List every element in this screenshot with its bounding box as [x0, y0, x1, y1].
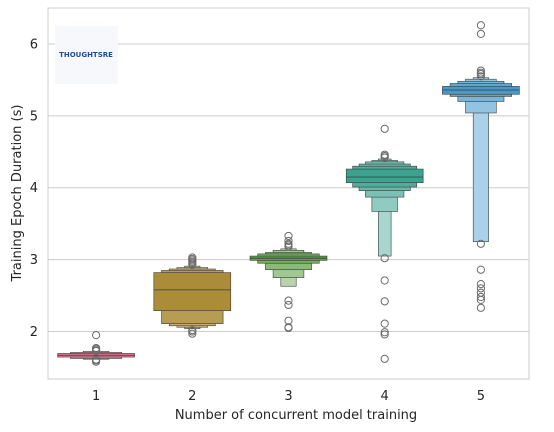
- outlier-groups: [92, 21, 485, 366]
- outlier-point: [476, 303, 485, 312]
- outliers-2: [188, 253, 197, 338]
- y-tick-label: 6: [30, 37, 38, 52]
- outlier-point: [476, 288, 485, 297]
- outlier-point: [476, 72, 485, 81]
- y-tick-label: 2: [30, 325, 38, 340]
- boxen-group-4: [345, 158, 424, 257]
- x-tick-label: 3: [284, 389, 292, 404]
- x-tick-label: 5: [477, 389, 485, 404]
- y-tick-label: 3: [30, 253, 38, 268]
- boxen-group-5: [442, 77, 520, 242]
- outlier-point: [476, 239, 485, 248]
- outlier-point: [380, 328, 389, 337]
- outlier-point: [476, 279, 485, 289]
- x-tick-label: 2: [188, 389, 196, 404]
- outlier-point: [284, 231, 293, 241]
- outlier-point: [476, 21, 485, 30]
- outlier-point: [92, 355, 101, 364]
- outlier-point: [380, 150, 389, 159]
- logo-background: [55, 26, 118, 84]
- outlier-point: [380, 330, 389, 339]
- y-axis-label: Training Epoch Duration (s): [10, 105, 25, 283]
- boxen-groups: [57, 77, 520, 360]
- outlier-point: [380, 276, 389, 285]
- outlier-point: [188, 329, 197, 338]
- outlier-point: [284, 236, 293, 246]
- outlier-point: [380, 319, 389, 328]
- outlier-point: [380, 297, 389, 306]
- outlier-point: [284, 239, 293, 248]
- logo-text: THOUGHTSRE: [59, 51, 113, 59]
- outliers-4: [380, 124, 389, 363]
- outlier-point: [284, 316, 293, 325]
- outlier-point: [380, 254, 389, 263]
- x-tick-label: 4: [381, 389, 389, 404]
- outlier-point: [284, 323, 293, 332]
- boxen-group-2: [153, 265, 232, 329]
- outlier-point: [476, 284, 485, 293]
- outlier-point: [476, 66, 485, 75]
- outlier-point: [476, 265, 485, 274]
- outlier-point: [284, 296, 293, 305]
- outliers-1: [92, 331, 101, 366]
- outlier-point: [92, 331, 101, 340]
- plot-frame: [47, 7, 530, 380]
- outlier-point: [188, 253, 197, 262]
- y-tick-labels: 2 3 4 5 6: [30, 37, 38, 340]
- boxen-box: [153, 272, 232, 311]
- x-tick-labels: 1 2 3 4 5: [92, 389, 485, 404]
- x-tick-label: 1: [92, 389, 100, 404]
- x-axis-label: Number of concurrent model training: [175, 408, 417, 423]
- outlier-point: [476, 68, 485, 77]
- y-tick-label: 5: [30, 109, 38, 124]
- outlier-point: [92, 343, 101, 353]
- outliers-5: [476, 21, 485, 312]
- outliers-3: [284, 231, 293, 333]
- outlier-point: [380, 124, 389, 133]
- outlier-point: [188, 326, 197, 335]
- boxen-box: [345, 168, 424, 184]
- y-tick-label: 4: [30, 181, 38, 196]
- watermark-logo: THOUGHTSRE: [55, 26, 118, 84]
- outlier-point: [284, 300, 293, 310]
- outlier-point: [476, 292, 485, 302]
- outlier-point: [380, 354, 389, 363]
- outlier-point: [476, 29, 485, 38]
